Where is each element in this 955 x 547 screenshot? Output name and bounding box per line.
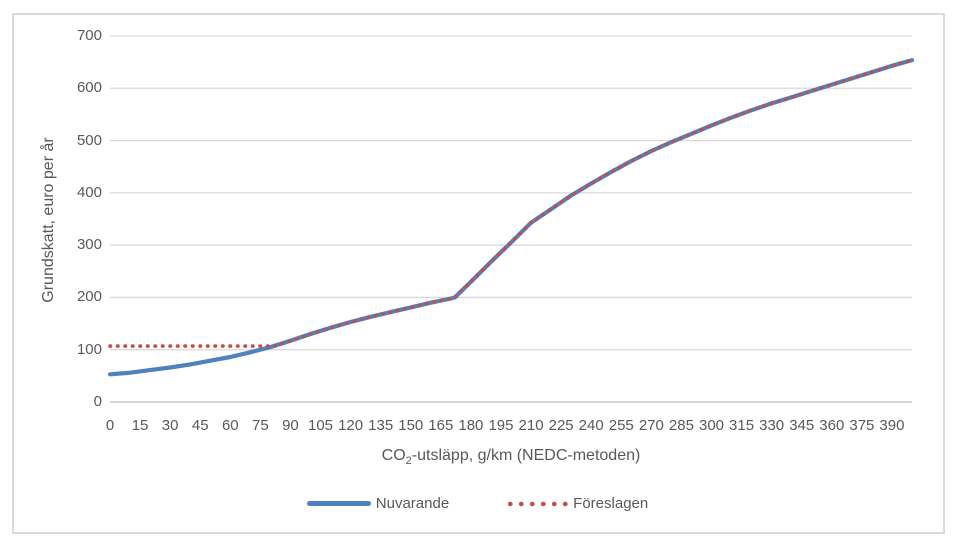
- y-tick-label-400: 400: [76, 183, 102, 201]
- x-tick-label-195: 195: [488, 417, 514, 434]
- x-tick-label-285: 285: [668, 417, 694, 434]
- y-tick-label-500: 500: [76, 131, 102, 149]
- x-axis-title-prefix: CO: [381, 447, 406, 464]
- legend-item-foreslagen: Föreslagen: [507, 495, 648, 512]
- y-axis-title: Grundskatt, euro per år: [40, 137, 57, 303]
- y-tick-label-0: 0: [93, 393, 102, 410]
- series-line-nuvarande: [107, 57, 915, 377]
- x-tick-label-15: 15: [131, 417, 149, 434]
- y-tick-label-100: 100: [76, 340, 102, 358]
- x-tick-label-165: 165: [428, 417, 454, 434]
- x-axis-title-subscript: 2: [405, 455, 412, 468]
- legend-label-foreslagen: Föreslagen: [573, 495, 649, 512]
- series-line-föreslagen: [108, 58, 914, 348]
- x-tick-label-390: 390: [879, 417, 905, 434]
- x-axis-title: CO2-utsläpp, g/km (NEDC-metoden): [110, 447, 912, 467]
- legend-label-nuvarande: Nuvarande: [375, 495, 450, 512]
- x-tick-label-105: 105: [308, 417, 334, 434]
- x-tick-label-300: 300: [698, 417, 725, 434]
- x-tick-label-255: 255: [608, 417, 634, 434]
- x-tick-label-270: 270: [638, 417, 664, 434]
- legend-dotted-line-swatch: [507, 501, 569, 506]
- x-tick-label-75: 75: [252, 417, 269, 434]
- x-tick-label-120: 120: [338, 417, 364, 434]
- x-tick-label-60: 60: [221, 417, 239, 434]
- x-tick-label-90: 90: [282, 417, 299, 434]
- x-tick-label-210: 210: [518, 417, 544, 434]
- x-tick-label-45: 45: [191, 417, 209, 434]
- x-tick-label-150: 150: [398, 417, 424, 434]
- y-tick-label-700: 700: [76, 27, 102, 44]
- legend: Nuvarande Föreslagen: [0, 495, 955, 512]
- x-tick-label-0: 0: [105, 417, 115, 434]
- y-tick-label-200: 200: [76, 288, 102, 306]
- x-tick-label-225: 225: [548, 417, 574, 434]
- y-tick-label-300: 300: [76, 236, 102, 254]
- x-tick-label-315: 315: [729, 417, 755, 434]
- x-tick-label-345: 345: [789, 417, 815, 434]
- x-axis-title-suffix: -utsläpp, g/km (NEDC-metoden): [411, 447, 641, 464]
- x-tick-label-375: 375: [849, 417, 875, 434]
- y-tick-label-600: 600: [76, 79, 102, 97]
- legend-solid-line-swatch: [306, 501, 371, 506]
- x-tick-label-180: 180: [458, 417, 484, 434]
- x-tick-label-330: 330: [759, 417, 785, 434]
- x-tick-label-30: 30: [161, 417, 179, 434]
- x-tick-label-360: 360: [819, 417, 845, 434]
- x-tick-label-135: 135: [368, 417, 394, 434]
- x-tick-label-240: 240: [578, 417, 604, 434]
- legend-item-nuvarande: Nuvarande: [306, 495, 450, 512]
